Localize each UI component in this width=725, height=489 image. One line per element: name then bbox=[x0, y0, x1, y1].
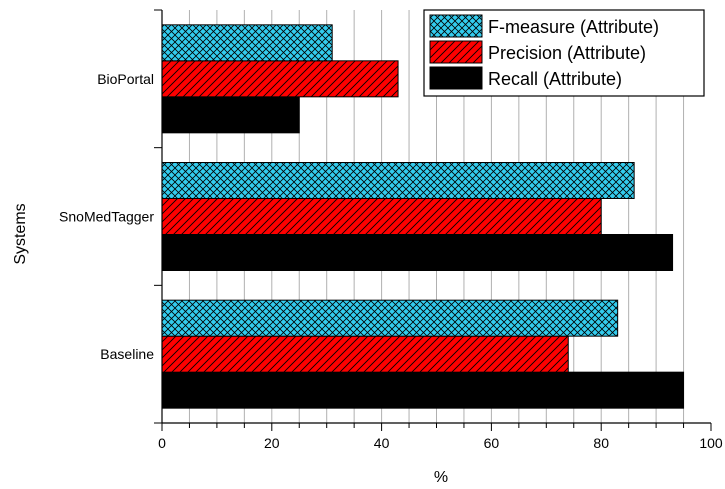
x-tick-label: 60 bbox=[484, 435, 500, 451]
x-tick-label: 100 bbox=[699, 435, 723, 451]
x-tick-label: 80 bbox=[593, 435, 609, 451]
bar bbox=[161, 234, 674, 271]
bar bbox=[161, 299, 619, 337]
legend-label: Recall (Attribute) bbox=[488, 69, 622, 89]
legend-label: F-measure (Attribute) bbox=[488, 17, 659, 37]
bar bbox=[161, 96, 300, 134]
axes: 0 20 40 60 80 100 Baseline SnoMedTagger BioPorta… bbox=[59, 9, 723, 451]
bar bbox=[161, 60, 399, 98]
legend: F-measure (Attribute) Precision (Attribut… bbox=[423, 9, 705, 97]
legend-label: Precision (Attribute) bbox=[488, 43, 646, 63]
legend-swatch bbox=[429, 14, 483, 38]
y-tick-label: Baseline bbox=[100, 346, 154, 362]
bars bbox=[161, 24, 685, 409]
x-axis-title: % bbox=[434, 469, 448, 486]
legend-swatch bbox=[429, 66, 483, 90]
y-tick-label: SnoMedTagger bbox=[59, 209, 154, 225]
x-tick-label: 40 bbox=[374, 435, 390, 451]
bar bbox=[161, 24, 333, 62]
legend-swatch bbox=[429, 40, 483, 64]
y-tick-label: BioPortal bbox=[97, 71, 154, 87]
bar bbox=[161, 371, 685, 409]
bar bbox=[161, 198, 602, 235]
bar bbox=[161, 162, 635, 199]
bar bbox=[161, 335, 569, 373]
x-tick-label: 0 bbox=[158, 435, 166, 451]
y-axis-title: Systems bbox=[12, 203, 29, 264]
x-tick-label: 20 bbox=[264, 435, 280, 451]
